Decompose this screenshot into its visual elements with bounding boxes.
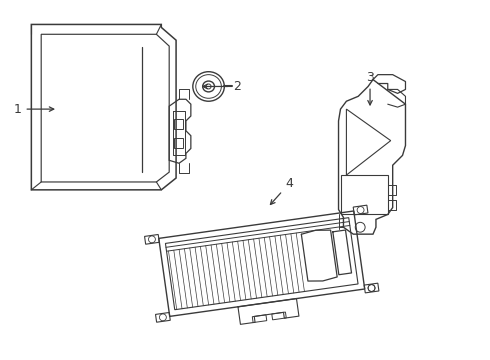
Text: 1: 1 bbox=[14, 103, 54, 116]
Text: 2: 2 bbox=[203, 80, 241, 93]
Text: 3: 3 bbox=[366, 71, 374, 105]
Text: 4: 4 bbox=[270, 177, 293, 204]
